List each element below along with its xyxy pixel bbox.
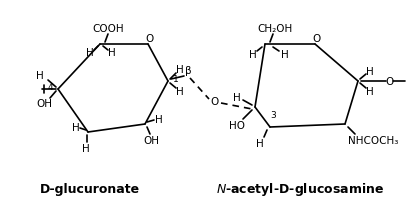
Text: H: H bbox=[256, 138, 263, 148]
Text: CH₂OH: CH₂OH bbox=[257, 24, 292, 34]
Text: 4: 4 bbox=[47, 83, 53, 92]
Text: H: H bbox=[108, 48, 116, 58]
Text: H: H bbox=[82, 143, 90, 153]
Text: O: O bbox=[145, 34, 154, 44]
Text: β: β bbox=[184, 66, 191, 76]
Text: NHCOCH₃: NHCOCH₃ bbox=[347, 135, 397, 145]
Text: OH: OH bbox=[36, 98, 52, 109]
Text: H: H bbox=[233, 92, 240, 103]
Text: H: H bbox=[176, 65, 183, 75]
Text: HO: HO bbox=[228, 121, 244, 130]
Text: H: H bbox=[36, 71, 44, 81]
Text: $\it{N}$-acetyl-D-glucosamine: $\it{N}$-acetyl-D-glucosamine bbox=[216, 181, 383, 198]
Text: H: H bbox=[72, 122, 80, 132]
Text: O: O bbox=[312, 34, 320, 44]
Text: H: H bbox=[365, 87, 373, 97]
Text: H: H bbox=[86, 48, 94, 58]
Text: H: H bbox=[176, 87, 183, 97]
Text: H: H bbox=[365, 67, 373, 77]
Text: COOH: COOH bbox=[92, 24, 123, 34]
Text: D-glucuronate: D-glucuronate bbox=[40, 183, 140, 195]
Text: 3: 3 bbox=[269, 111, 275, 120]
Text: O: O bbox=[385, 77, 393, 87]
Text: OH: OH bbox=[142, 135, 159, 145]
Text: H: H bbox=[280, 50, 288, 60]
Text: O: O bbox=[210, 97, 218, 107]
Text: H: H bbox=[249, 50, 256, 60]
Text: 1: 1 bbox=[173, 75, 178, 84]
Text: H: H bbox=[155, 115, 162, 124]
